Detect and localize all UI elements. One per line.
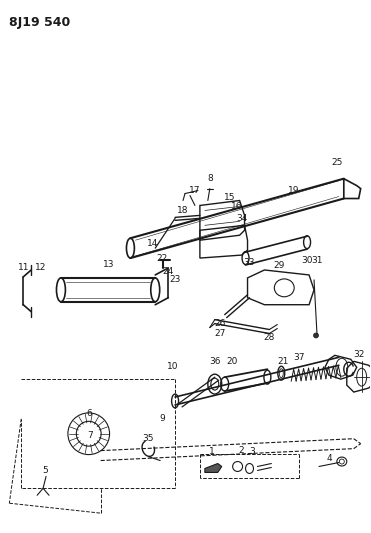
Text: 36: 36: [209, 357, 220, 366]
Text: 30: 30: [301, 255, 313, 264]
Text: 18: 18: [177, 206, 189, 215]
Text: 26: 26: [214, 319, 226, 328]
Text: 23: 23: [170, 276, 181, 285]
Text: 27: 27: [214, 329, 226, 338]
Text: 13: 13: [103, 260, 114, 269]
Polygon shape: [205, 464, 222, 472]
Text: 16: 16: [231, 202, 242, 211]
Text: 21: 21: [278, 357, 289, 366]
Text: 6: 6: [87, 409, 93, 418]
Text: 37: 37: [293, 353, 305, 362]
Text: 15: 15: [224, 193, 236, 202]
Text: 29: 29: [273, 261, 285, 270]
Text: 14: 14: [147, 239, 158, 248]
Text: 31: 31: [311, 255, 323, 264]
Text: 3: 3: [250, 447, 255, 456]
Text: 25: 25: [331, 158, 342, 167]
Text: 8J19 540: 8J19 540: [9, 16, 70, 29]
Text: 12: 12: [35, 263, 47, 272]
Text: 24: 24: [162, 268, 174, 277]
Text: 35: 35: [142, 434, 154, 443]
Text: 10: 10: [167, 362, 179, 371]
Text: 19: 19: [288, 186, 300, 195]
Ellipse shape: [313, 333, 318, 338]
Text: 7: 7: [87, 431, 93, 440]
Text: 20: 20: [226, 357, 237, 366]
Text: 17: 17: [189, 186, 201, 195]
Text: 32: 32: [353, 350, 364, 359]
Text: 9: 9: [159, 414, 165, 423]
Text: 28: 28: [264, 333, 275, 342]
Text: 11: 11: [17, 263, 29, 272]
Text: 33: 33: [244, 257, 255, 266]
Text: 34: 34: [236, 214, 247, 223]
Text: 5: 5: [42, 466, 48, 475]
Text: 1: 1: [209, 447, 215, 456]
Text: 8: 8: [207, 174, 213, 183]
Text: 22: 22: [157, 254, 168, 263]
Text: 4: 4: [326, 454, 332, 463]
Text: 2: 2: [239, 446, 244, 455]
